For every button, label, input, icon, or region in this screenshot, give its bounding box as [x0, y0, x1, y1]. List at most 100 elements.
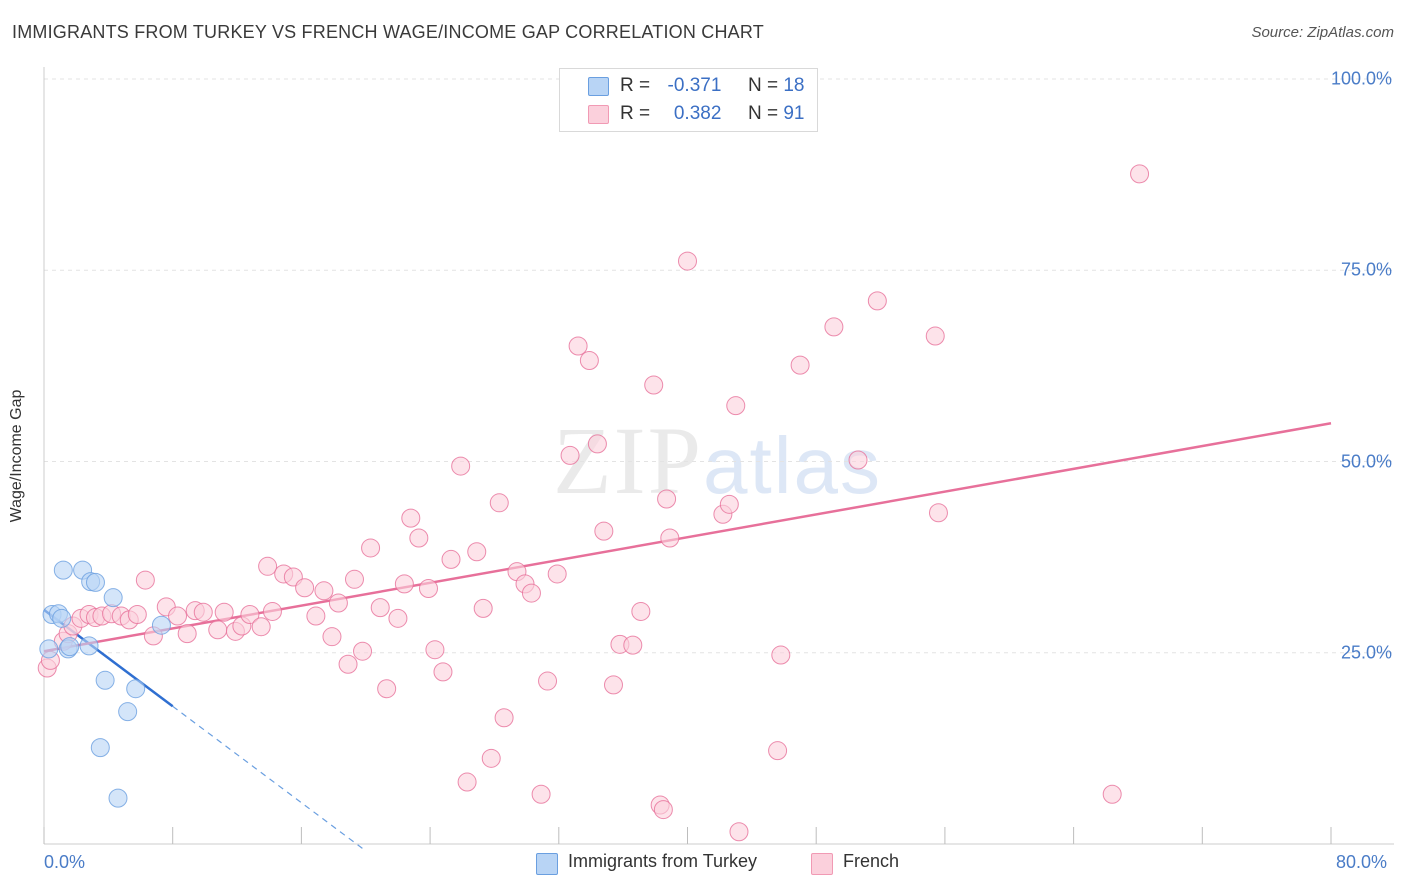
point-turkey-14	[118, 702, 138, 722]
point-french-80	[771, 645, 791, 665]
point-french-90	[653, 800, 673, 820]
legend-row-french: R = 0.382 N = 91	[620, 103, 804, 125]
point-french-20	[208, 620, 228, 640]
point-french-52	[473, 598, 493, 618]
point-french-12	[127, 605, 147, 624]
y-tick-label-3: 100.0%	[1330, 68, 1392, 89]
point-turkey-13	[126, 679, 146, 699]
point-french-37	[353, 641, 373, 661]
legend-n-value-turkey: 18	[783, 75, 805, 96]
point-turkey-16	[108, 788, 128, 808]
point-french-31	[306, 606, 326, 626]
trendline-french	[43, 422, 1332, 653]
point-french-81	[790, 355, 810, 375]
point-french-55	[494, 708, 514, 728]
bottom-legend-turkey: Immigrants from Turkey	[568, 851, 758, 871]
point-french-43	[401, 508, 421, 528]
legend-r-label: R =	[620, 103, 651, 124]
point-french-53	[481, 748, 501, 768]
point-french-74	[660, 528, 680, 548]
point-french-63	[568, 336, 588, 356]
point-french-73	[657, 489, 677, 509]
point-turkey-15	[90, 738, 110, 758]
point-turkey-3	[52, 608, 72, 628]
point-french-58	[521, 583, 541, 603]
point-french-69	[623, 635, 643, 655]
point-french-75	[678, 251, 697, 271]
legend-r-value-turkey: -0.371	[667, 75, 722, 96]
bottom-legend-swatch-turkey	[536, 853, 558, 875]
point-french-38	[361, 538, 381, 558]
point-french-60	[538, 671, 558, 691]
source-label: Source: ZipAtlas.com	[1251, 24, 1394, 41]
point-turkey-0	[39, 639, 59, 659]
point-french-65	[587, 434, 607, 454]
point-french-46	[425, 640, 445, 660]
point-french-32	[314, 581, 334, 601]
point-french-26	[258, 556, 278, 576]
trendline-turkey-extension	[172, 705, 367, 852]
point-french-45	[418, 578, 438, 598]
point-french-16	[168, 606, 188, 626]
bottom-legend-swatch-french	[811, 853, 833, 875]
point-turkey-17	[151, 615, 171, 635]
legend-n-value-french: 91	[783, 103, 805, 124]
y-tick-label-0: 25.0%	[1340, 642, 1392, 663]
point-french-54	[489, 493, 509, 513]
data-points	[37, 164, 1150, 842]
axes	[43, 67, 1394, 845]
point-french-85	[925, 326, 945, 346]
point-turkey-5	[60, 637, 80, 657]
x-tick-label-min: 0.0%	[44, 852, 86, 872]
legend-r-value-french: 0.382	[673, 103, 722, 124]
point-french-48	[441, 549, 461, 569]
point-french-70	[631, 601, 651, 621]
legend-n-label: N =	[747, 75, 779, 96]
point-turkey-9	[85, 572, 105, 592]
point-turkey-6	[53, 560, 73, 580]
point-french-30	[295, 578, 315, 598]
point-french-51	[467, 542, 487, 562]
point-french-39	[370, 598, 390, 618]
point-french-87	[1102, 784, 1122, 804]
point-french-24	[240, 605, 260, 624]
y-tick-label-1: 50.0%	[1340, 451, 1392, 471]
point-french-50	[457, 772, 477, 792]
point-french-84	[867, 291, 887, 311]
x-tick-label-max: 80.0%	[1336, 852, 1388, 872]
point-french-86	[928, 503, 948, 523]
point-french-13	[135, 570, 155, 590]
point-french-66	[594, 521, 614, 541]
point-french-59	[531, 784, 551, 804]
legend-swatch-turkey	[588, 77, 609, 96]
legend-n-label: N =	[747, 103, 779, 124]
point-french-35	[338, 654, 358, 674]
point-turkey-12	[95, 670, 115, 690]
point-french-42	[394, 574, 414, 594]
point-turkey-11	[79, 636, 99, 656]
point-french-44	[409, 528, 429, 548]
point-french-49	[451, 456, 471, 476]
point-french-47	[433, 662, 453, 682]
point-french-36	[344, 569, 364, 589]
point-french-61	[547, 564, 567, 584]
point-french-77	[719, 494, 739, 514]
gridlines	[44, 78, 1394, 654]
point-turkey-10	[103, 588, 123, 608]
point-french-89	[729, 822, 749, 842]
point-french-79	[768, 741, 788, 761]
legend: R = -0.371 N = 18 R = 0.382 N = 91	[559, 68, 818, 132]
point-french-64	[579, 351, 599, 371]
y-tick-label-2: 75.0%	[1340, 259, 1392, 280]
legend-row-turkey: R = -0.371 N = 18	[620, 75, 804, 97]
point-french-25	[251, 617, 271, 637]
point-french-19	[193, 602, 213, 622]
point-french-21	[214, 602, 234, 622]
point-french-67	[603, 675, 623, 695]
point-french-83	[848, 450, 868, 470]
point-french-17	[177, 624, 197, 644]
point-french-33	[322, 627, 342, 647]
point-french-40	[377, 679, 397, 699]
point-french-71	[644, 375, 664, 395]
